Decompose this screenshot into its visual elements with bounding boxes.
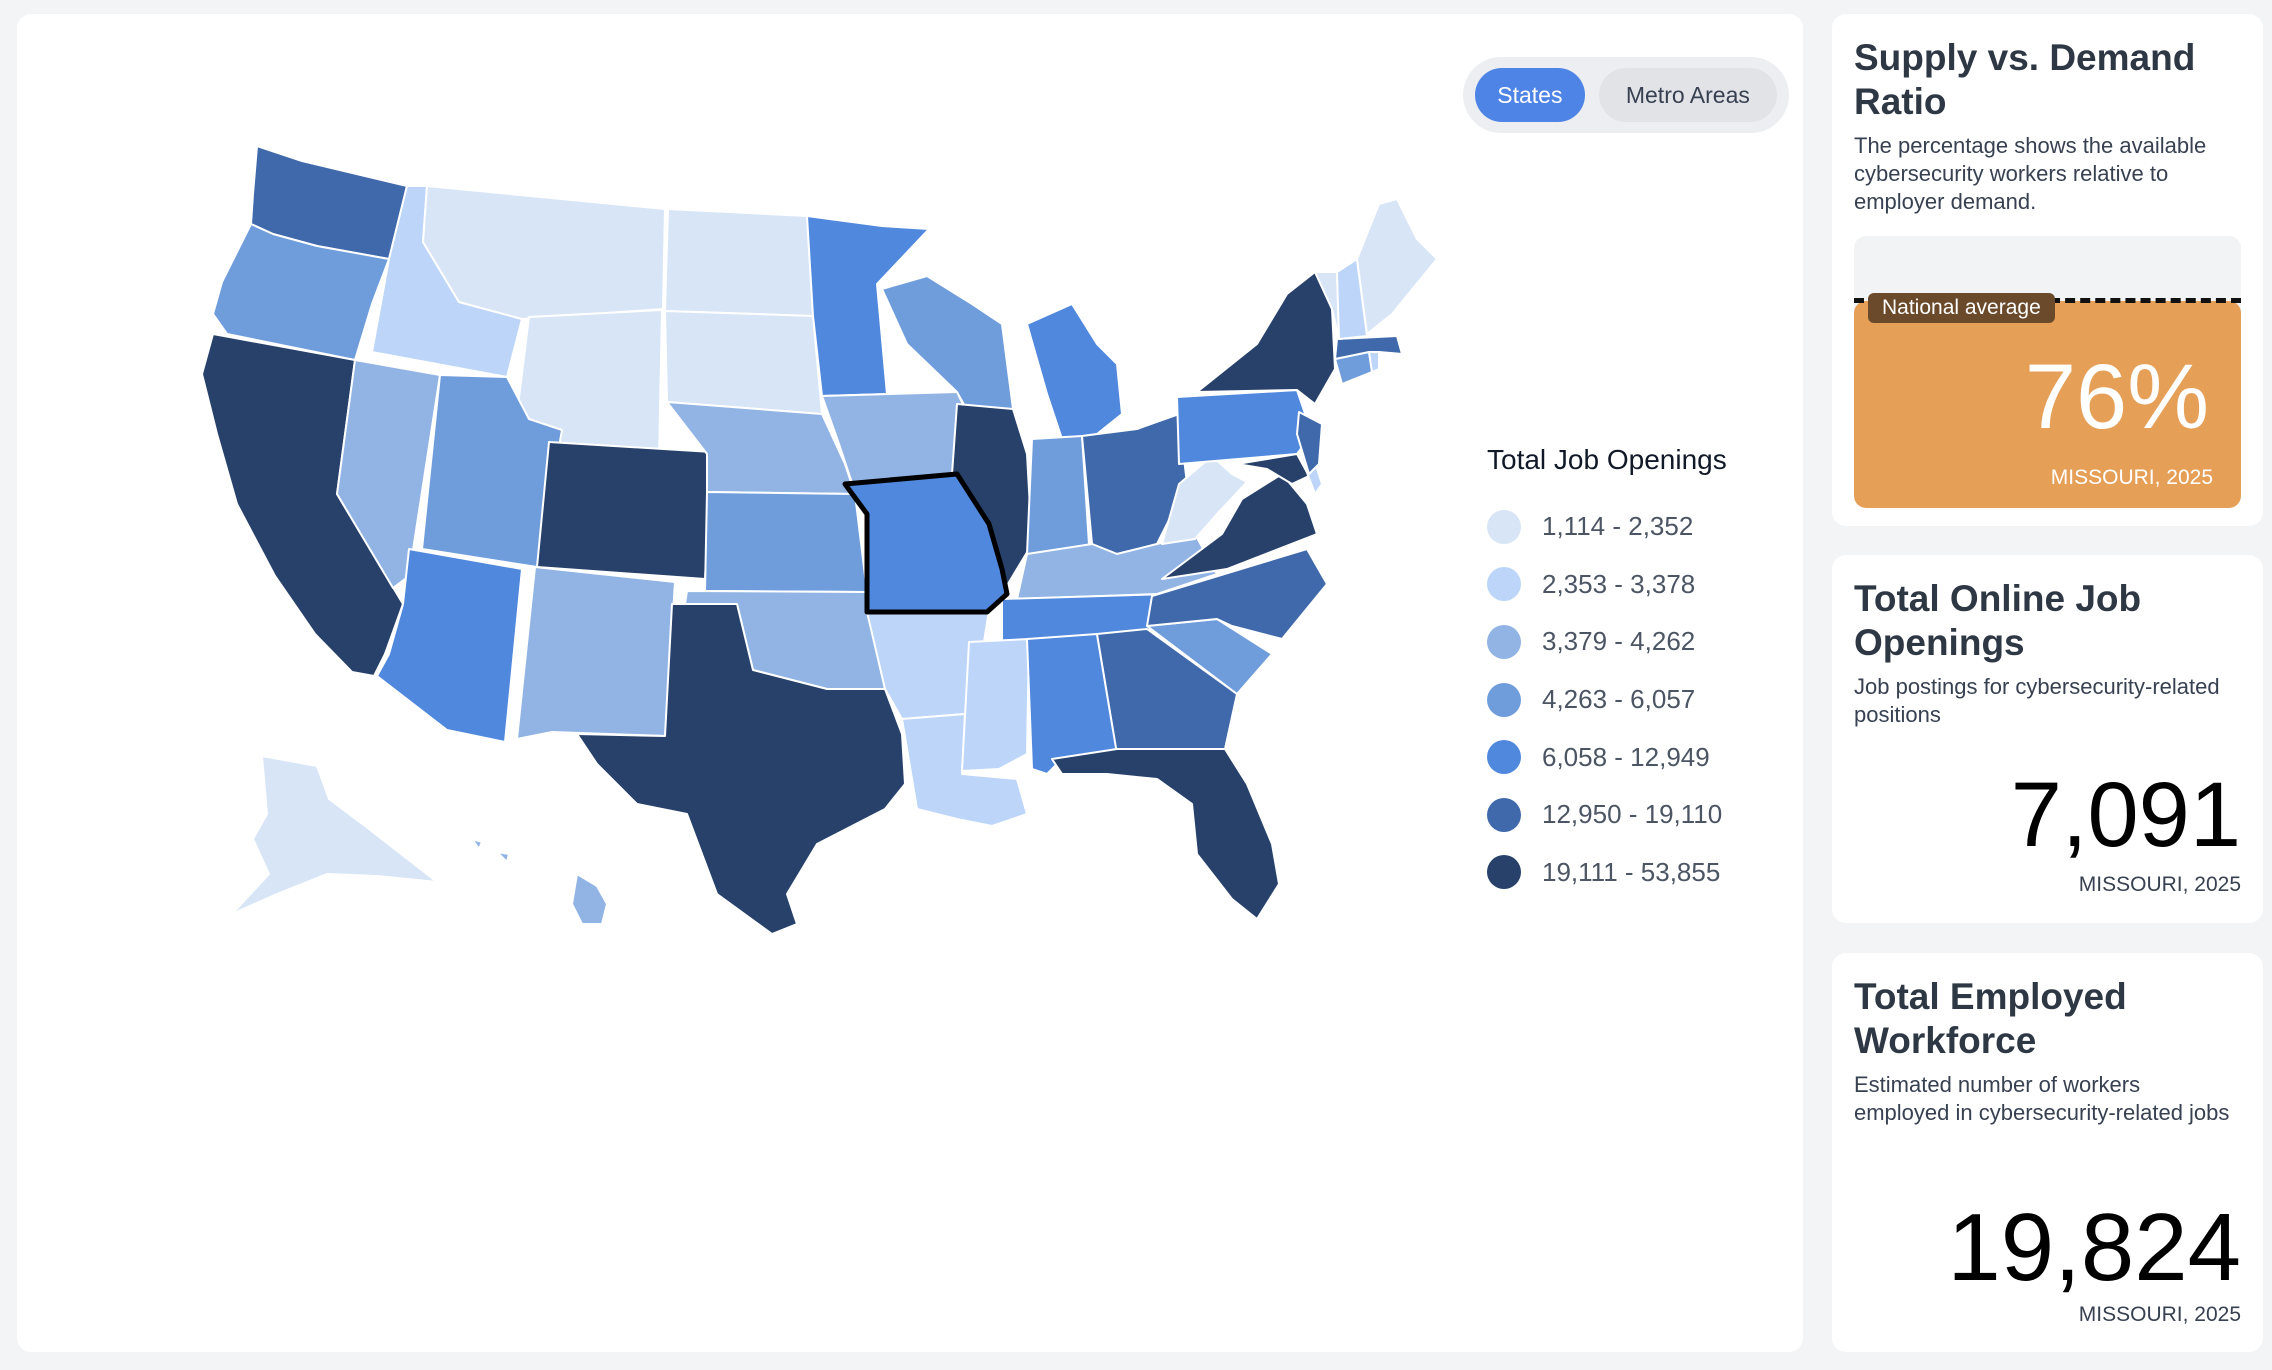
legend-item: 3,379 - 4,262 xyxy=(1487,613,1787,671)
supply-demand-title: Supply vs. Demand Ratio xyxy=(1854,37,2196,122)
state-north-carolina[interactable]: North Carolina xyxy=(1146,548,1328,640)
legend-swatch xyxy=(1487,740,1521,775)
map-panel: States Metro Areas WashingtonOregonCalif… xyxy=(17,14,1803,1352)
state-new-york[interactable]: New York xyxy=(1196,271,1336,405)
state-missouri[interactable]: Missouri xyxy=(842,471,1010,615)
legend: Total Job Openings 1,114 - 2,352 2,353 - … xyxy=(1487,444,1787,901)
state-new-jersey[interactable]: New Jersey xyxy=(1296,411,1323,475)
national-average-label: National average xyxy=(1868,293,2055,323)
state-kansas[interactable]: Kansas xyxy=(704,491,868,593)
legend-item: 19,111 - 53,855 xyxy=(1487,844,1787,902)
legend-item: 12,950 - 19,110 xyxy=(1487,786,1787,844)
state-massachusetts[interactable]: Massachusetts xyxy=(1334,335,1403,360)
legend-swatch xyxy=(1487,509,1521,544)
state-virginia[interactable]: Virginia xyxy=(1161,473,1318,580)
state-utah[interactable]: Utah xyxy=(421,374,563,568)
legend-swatch xyxy=(1487,682,1521,717)
state-pennsylvania[interactable]: Pennsylvania xyxy=(1176,389,1313,465)
legend-label: 6,058 - 12,949 xyxy=(1542,741,1710,772)
state-colorado[interactable]: Colorado xyxy=(536,441,713,580)
supply-demand-description: The percentage shows the available cyber… xyxy=(1854,133,2207,214)
state-oregon[interactable]: Oregon xyxy=(212,223,390,361)
job-openings-value: 7,091 xyxy=(2010,764,2241,866)
legend-label: 4,263 - 6,057 xyxy=(1542,684,1696,715)
workforce-title: Total Employed Workforce xyxy=(1854,976,2127,1061)
legend-title: Total Job Openings xyxy=(1487,444,1727,475)
ratio-bar-fill xyxy=(1854,301,2241,508)
legend-label: 19,111 - 53,855 xyxy=(1542,856,1721,887)
supply-demand-card: Supply vs. Demand Ratio The percentage s… xyxy=(1832,14,2263,526)
legend-item: 1,114 - 2,352 xyxy=(1487,498,1787,556)
job-openings-card: Total Online Job Openings Job postings f… xyxy=(1832,555,2263,923)
view-toggle: States Metro Areas xyxy=(1463,57,1789,133)
legend-swatch xyxy=(1487,855,1521,890)
legend-item: 2,353 - 3,378 xyxy=(1487,556,1787,614)
ratio-state-label: MISSOURI, 2025 xyxy=(2050,466,2213,489)
legend-swatch xyxy=(1487,797,1521,832)
job-openings-description: Job postings for cybersecurity-related p… xyxy=(1854,674,2220,727)
state-maine[interactable]: Maine xyxy=(1356,198,1438,335)
state-hawaii[interactable]: Hawaii xyxy=(471,838,608,925)
state-nevada[interactable]: Nevada xyxy=(336,359,441,589)
workforce-card: Total Employed Workforce Estimated numbe… xyxy=(1832,953,2263,1352)
state-montana[interactable]: Montana xyxy=(422,185,666,320)
workforce-state-label: MISSOURI, 2025 xyxy=(2078,1303,2241,1326)
state-arizona[interactable]: Arizona xyxy=(376,548,523,743)
us-choropleth-map: WashingtonOregonCaliforniaIdahoNevadaMon… xyxy=(201,145,1438,935)
state-mississippi[interactable]: Mississippi xyxy=(961,638,1030,772)
legend-label: 2,353 - 3,378 xyxy=(1542,568,1696,599)
workforce-description: Estimated number of workers employed in … xyxy=(1854,1072,2230,1125)
workforce-value: 19,824 xyxy=(1947,1194,2241,1301)
legend-label: 1,114 - 2,352 xyxy=(1542,511,1694,542)
state-new-mexico[interactable]: New Mexico xyxy=(516,566,676,740)
metro-areas-toggle-button[interactable]: Metro Areas xyxy=(1598,68,1777,122)
state-north-dakota[interactable]: North Dakota xyxy=(664,208,814,317)
state-georgia[interactable]: Georgia xyxy=(1096,628,1238,755)
job-openings-title: Total Online Job Openings xyxy=(1854,578,2142,663)
legend-swatch xyxy=(1487,624,1521,659)
ratio-bar: National average 76% MISSOURI, 2025 xyxy=(1854,236,2241,508)
state-maryland[interactable]: Maryland xyxy=(1236,453,1310,485)
state-texas[interactable]: Texas xyxy=(576,603,906,935)
job-openings-state-label: MISSOURI, 2025 xyxy=(2078,873,2241,896)
states-toggle-button[interactable]: States xyxy=(1475,68,1585,122)
state-michigan[interactable]: Michigan xyxy=(1026,303,1123,440)
state-minnesota[interactable]: Minnesota xyxy=(806,215,930,397)
legend-label: 12,950 - 19,110 xyxy=(1542,799,1723,830)
legend-label: 3,379 - 4,262 xyxy=(1542,626,1696,657)
legend-item: 4,263 - 6,057 xyxy=(1487,671,1787,729)
legend-swatch xyxy=(1487,567,1521,602)
ratio-value: 76% xyxy=(2024,346,2209,448)
state-alaska[interactable]: Alaska xyxy=(231,755,438,915)
legend-item: 6,058 - 12,949 xyxy=(1487,728,1787,786)
state-florida[interactable]: Florida xyxy=(1051,748,1280,920)
state-south-dakota[interactable]: South Dakota xyxy=(664,310,823,415)
